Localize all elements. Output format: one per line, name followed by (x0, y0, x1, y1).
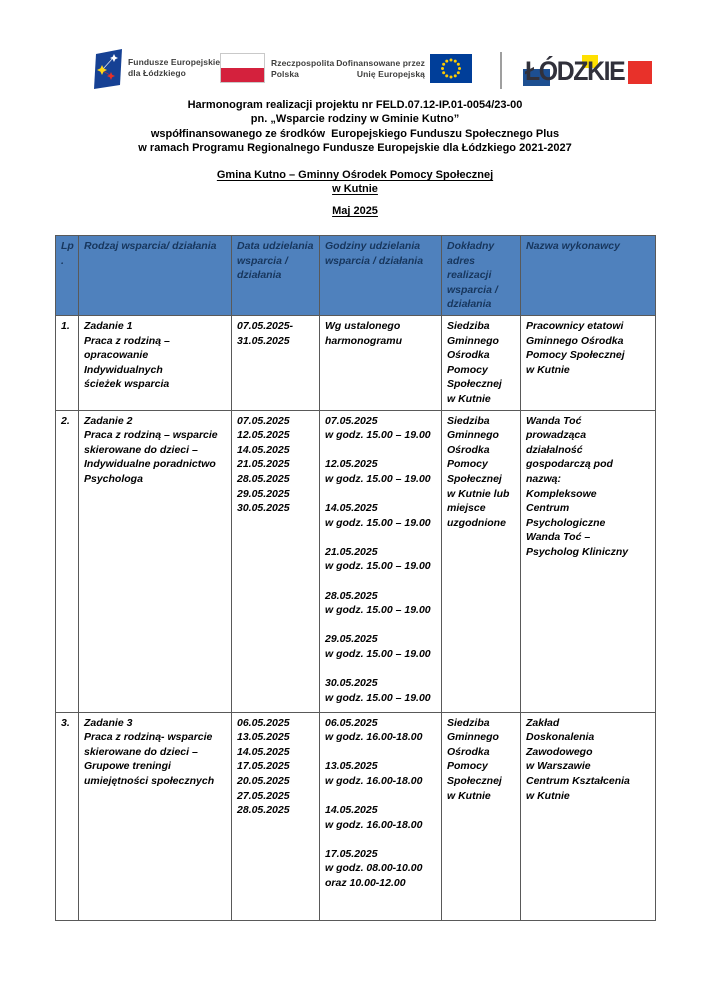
header-hours: Godziny udzielania wsparcia / działania (319, 235, 442, 316)
cell-provider: Zakład Doskonalenia Zawodowego w Warszaw… (520, 711, 656, 921)
header-provider: Nazwa wykonawcy (520, 235, 656, 316)
header-address: Dokładny adres realizacji wsparcia / dzi… (441, 235, 521, 316)
month-heading: Maj 2025 (332, 205, 378, 217)
cell-dates: 07.05.2025- 31.05.2025 (231, 314, 320, 411)
cell-hours: Wg ustalonego harmonogramu (319, 314, 442, 411)
cell-lp: 1. (55, 314, 79, 411)
poland-flag-red-stripe (221, 68, 264, 82)
cell-address: Siedziba Gminnego Ośrodka Pomocy Społecz… (441, 711, 521, 921)
title-line-3: współfinansowanego ze środków Europejski… (150, 127, 560, 140)
poland-logo-label: Rzeczpospolita Polska (271, 58, 335, 79)
table-header-row: Lp. Rodzaj wsparcia/ działania Data udzi… (55, 235, 656, 316)
schedule-table: Lp. Rodzaj wsparcia/ działania Data udzi… (55, 235, 656, 921)
cell-address: Siedziba Gminnego Ośrodka Pomocy Społecz… (441, 314, 521, 411)
organization-heading: Gmina Kutno – Gminny Ośrodek Pomocy Społ… (10, 168, 700, 197)
cell-hours: 07.05.2025 w godz. 15.00 – 19.00 12.05.2… (319, 409, 442, 713)
logo-separator (500, 52, 502, 89)
title-line-4: w ramach Programu Regionalnego Fundusze … (138, 142, 572, 155)
cell-lp: 3. (55, 711, 79, 921)
eu-funds-logo-label: Fundusze Europejskie dla Łódzkiego (128, 57, 221, 78)
cell-dates: 07.05.2025 12.05.2025 14.05.2025 21.05.2… (231, 409, 320, 713)
organization-city: w Kutnie (332, 183, 378, 196)
cell-hours: 06.05.2025 w godz. 16.00-18.00 13.05.202… (319, 711, 442, 921)
cell-provider: Pracownicy etatowi Gminnego Ośrodka Pomo… (520, 314, 656, 411)
eu-flag-icon (430, 54, 472, 83)
eu-funds-flag-icon (94, 49, 122, 89)
lodzkie-logo: ŁÓDZKIE (518, 54, 656, 94)
title-line-1: Harmonogram realizacji projektu nr FELD.… (187, 99, 523, 111)
document-title: Harmonogram realizacji projektu nr FELD.… (10, 98, 700, 156)
header-dates: Data udzielania wsparcia / działania (231, 235, 320, 316)
lodzkie-blue-square-icon (523, 69, 550, 86)
header-lp: Lp. (55, 235, 79, 316)
table-row: 3. Zadanie 3 Praca z rodziną- wsparcie s… (55, 711, 656, 921)
title-line-2: pn. „Wsparcie rodziny w Gminie Kutno” (250, 113, 460, 126)
poland-flag-icon (220, 53, 265, 83)
cell-activity: Zadanie 1 Praca z rodziną – opracowanie … (78, 314, 232, 411)
table-row: 1. Zadanie 1 Praca z rodziną – opracowan… (55, 314, 656, 411)
lodzkie-logo-label: ŁÓDZKIE (525, 56, 626, 86)
cell-provider: Wanda Toć prowadząca działalność gospoda… (520, 409, 656, 713)
table-row: 2. Zadanie 2 Praca z rodziną – wsparcie … (55, 409, 656, 713)
eu-cofunded-logo-label: Dofinansowane przez Unię Europejską (336, 58, 425, 79)
header-activity: Rodzaj wsparcia/ działania (78, 235, 232, 316)
cell-dates: 06.05.2025 13.05.2025 14.05.2025 17.05.2… (231, 711, 320, 921)
cell-lp: 2. (55, 409, 79, 713)
lodzkie-yellow-square-icon (582, 55, 598, 68)
cell-activity: Zadanie 2 Praca z rodziną – wsparcie ski… (78, 409, 232, 713)
cell-address: Siedziba Gminnego Ośrodka Pomocy Społecz… (441, 409, 521, 713)
lodzkie-red-square-icon (628, 61, 652, 84)
cell-activity: Zadanie 3 Praca z rodziną- wsparcie skie… (78, 711, 232, 921)
organization-name: Gmina Kutno – Gminny Ośrodek Pomocy Społ… (216, 169, 494, 181)
